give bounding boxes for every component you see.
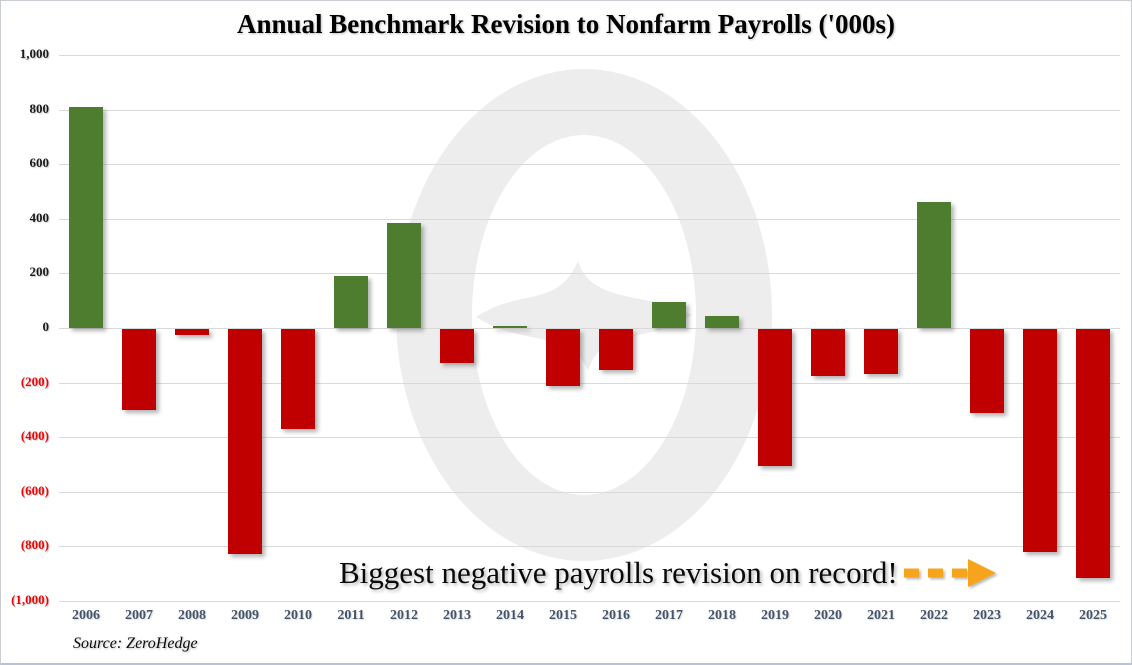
x-tick-label: 2024 [1026, 608, 1054, 623]
x-tick-label: 2007 [125, 608, 153, 623]
gridline [59, 55, 1120, 56]
x-tick-label: 2010 [284, 608, 312, 623]
plot-area [59, 55, 1120, 602]
source-label: Source: ZeroHedge [73, 635, 198, 652]
bar-2006 [69, 107, 103, 328]
bar-2012 [387, 223, 421, 328]
x-tick-label: 2015 [549, 608, 577, 623]
bar-2015 [546, 329, 580, 386]
y-tick-label: (200) [20, 374, 49, 389]
y-tick-label: (600) [20, 483, 49, 498]
bar-2024 [1023, 329, 1057, 552]
x-tick-label: 2021 [867, 608, 895, 623]
gridline [59, 219, 1120, 220]
x-tick-label: 2020 [814, 608, 842, 623]
x-tick-label: 2017 [655, 608, 683, 623]
bar-2009 [228, 329, 262, 554]
x-tick-label: 2025 [1079, 608, 1107, 623]
gridline [59, 273, 1120, 274]
bar-2017 [652, 302, 686, 328]
dashed-arrow-icon [903, 559, 996, 587]
y-tick-label: 400 [29, 210, 50, 225]
gridline [59, 492, 1120, 493]
x-axis-labels: 2006 2007 2008 2009 2010 2011 2012 2013 2014 2015… [1, 608, 1131, 628]
y-tick-label: 1,000 [19, 46, 49, 61]
gridline [59, 110, 1120, 111]
x-tick-label: 2022 [920, 608, 948, 623]
bar-2013 [440, 329, 474, 363]
y-tick-label: 200 [29, 264, 50, 279]
annotation-text: Biggest negative payrolls revision on re… [339, 555, 898, 590]
y-tick-label: (1,000) [11, 592, 49, 607]
x-tick-label: 2019 [761, 608, 789, 623]
x-tick-label: 2023 [973, 608, 1001, 623]
bar-2007 [122, 329, 156, 410]
x-tick-label: 2011 [337, 608, 365, 623]
gridline [59, 546, 1120, 547]
x-tick-label: 2009 [231, 608, 259, 623]
y-tick-label: 600 [29, 155, 50, 170]
x-tick-label: 2016 [602, 608, 630, 623]
bar-2023 [970, 329, 1004, 413]
bar-2018 [705, 316, 739, 328]
y-tick-label: (400) [20, 428, 49, 443]
y-axis-labels: 1,000 800 600 400 200 0 (200) (400) (600) (800) (1… [1, 1, 49, 663]
chart-title: Annual Benchmark Revision to Nonfarm Pay… [236, 9, 896, 39]
bar-2025 [1076, 329, 1110, 578]
gridline [59, 601, 1120, 602]
y-tick-label: 0 [42, 319, 50, 334]
zerohedge-watermark-logo [392, 65, 776, 565]
x-tick-label: 2014 [496, 608, 524, 623]
x-tick-label: 2006 [72, 608, 100, 623]
bar-2021 [864, 329, 898, 374]
bar-2008 [175, 329, 209, 335]
bar-2016 [599, 329, 633, 370]
annotation: Biggest negative payrolls revision on re… [339, 555, 998, 591]
bar-2019 [758, 329, 792, 466]
gridline [59, 164, 1120, 165]
y-tick-label: 800 [29, 101, 50, 116]
y-tick-label: (800) [20, 537, 49, 552]
gridline [59, 328, 1120, 329]
gridline [59, 383, 1120, 384]
bar-2010 [281, 329, 315, 429]
bar-2011 [334, 276, 368, 328]
bar-2022 [917, 202, 951, 328]
bar-2014 [493, 326, 527, 328]
x-tick-label: 2012 [390, 608, 418, 623]
x-tick-label: 2013 [443, 608, 471, 623]
x-tick-label: 2008 [178, 608, 206, 623]
gridline [59, 437, 1120, 438]
bar-2020 [811, 329, 845, 376]
x-tick-label: 2018 [708, 608, 736, 623]
